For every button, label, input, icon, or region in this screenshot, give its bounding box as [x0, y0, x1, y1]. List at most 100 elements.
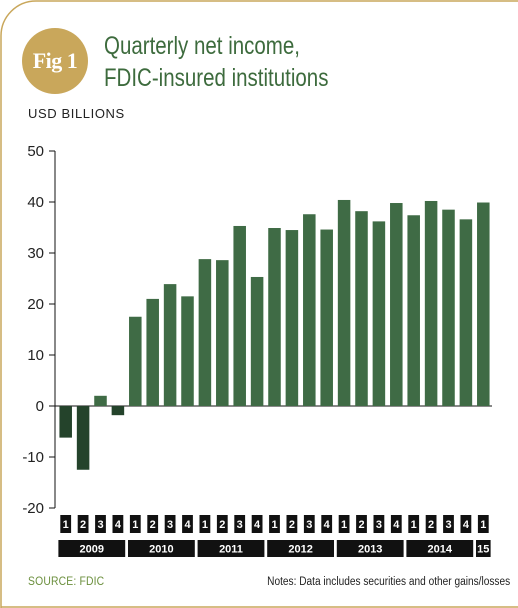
- bar: [424, 200, 438, 406]
- quarter-label-box: [95, 515, 106, 533]
- quarter-label-box: [234, 515, 246, 533]
- bar: [250, 276, 264, 406]
- quarter-label-box: [390, 515, 402, 533]
- year-label: 15: [477, 544, 489, 556]
- quarter-label-box: [164, 515, 176, 533]
- quarter-label: 4: [463, 519, 470, 531]
- quarter-label-box: [460, 515, 472, 533]
- quarter-label-box: [338, 515, 350, 533]
- bar: [129, 316, 142, 406]
- bar: [198, 259, 212, 406]
- quarter-label: 1: [202, 519, 208, 531]
- quarter-label: 2: [358, 519, 364, 531]
- quarter-label-box: [216, 515, 228, 533]
- bar: [111, 406, 125, 416]
- bar: [146, 298, 159, 406]
- quarter-label: 4: [184, 519, 191, 531]
- y-axis-unit-label: USD BILLIONS: [28, 106, 125, 121]
- quarter-label: 2: [289, 519, 295, 531]
- quarter-label: 1: [132, 519, 138, 531]
- bar: [477, 202, 490, 406]
- year-label-box: [197, 540, 265, 557]
- quarter-label-box: [182, 515, 193, 533]
- year-label: 2009: [80, 544, 104, 556]
- chart-title-line1: Quarterly net income,: [104, 32, 300, 60]
- y-tick-label: -10: [22, 449, 44, 466]
- quarter-label: 2: [150, 519, 156, 531]
- figure-number-label: Fig 1: [32, 48, 78, 73]
- quarter-label: 4: [115, 519, 122, 531]
- quarter-label-box: [77, 515, 89, 533]
- quarter-label: 4: [254, 519, 261, 531]
- quarter-label-box: [303, 515, 315, 533]
- quarter-label: 2: [428, 519, 434, 531]
- bar: [407, 215, 420, 406]
- bar: [442, 209, 455, 406]
- year-label-box: [58, 540, 126, 557]
- bar: [94, 395, 107, 406]
- bar: [320, 229, 333, 406]
- bar: [163, 284, 177, 406]
- quarter-label-box: [147, 515, 159, 533]
- year-label-box: [267, 540, 335, 557]
- y-tick-label: 40: [27, 194, 44, 211]
- bar: [355, 211, 368, 406]
- quarter-label: 1: [480, 519, 486, 531]
- y-tick-label: 0: [36, 398, 44, 415]
- quarter-label-box: [60, 515, 72, 533]
- bar: [76, 406, 90, 470]
- bar: [303, 214, 316, 406]
- quarter-label-box: [373, 515, 385, 533]
- year-label-box: [336, 540, 404, 557]
- quarter-label-box: [269, 515, 280, 533]
- quarter-label-box: [477, 515, 489, 533]
- quarter-label: 1: [63, 519, 69, 531]
- y-tick-label: 20: [27, 296, 44, 313]
- quarter-label-box: [443, 515, 454, 533]
- bar: [268, 228, 281, 406]
- chart-title: Quarterly net income, FDIC-insured insti…: [104, 30, 448, 94]
- bar: [390, 203, 403, 406]
- quarter-label: 4: [393, 519, 400, 531]
- year-label: 2013: [358, 544, 382, 556]
- y-tick-label: 30: [27, 245, 44, 262]
- bar: [459, 219, 473, 406]
- year-label: 2012: [288, 544, 312, 556]
- quarter-label-box: [129, 515, 141, 533]
- y-tick-label: -20: [22, 500, 44, 517]
- quarter-label: 3: [306, 519, 312, 531]
- bar: [372, 221, 386, 406]
- bar: [285, 230, 299, 406]
- quarter-label: 3: [167, 519, 173, 531]
- quarter-label-box: [321, 515, 333, 533]
- source-note: SOURCE: FDIC: [28, 576, 105, 588]
- y-tick-label: 10: [27, 347, 44, 364]
- year-label-box: [127, 540, 195, 557]
- quarter-label: 3: [237, 519, 243, 531]
- figure-number-badge: Fig 1: [22, 28, 88, 94]
- year-label-box: [475, 540, 491, 557]
- quarter-label: 2: [219, 519, 225, 531]
- quarter-label: 1: [341, 519, 347, 531]
- quarter-label: 2: [80, 519, 86, 531]
- quarter-label-box: [408, 515, 420, 533]
- bar: [337, 199, 351, 406]
- year-label: 2014: [428, 544, 453, 556]
- quarter-label: 3: [97, 519, 103, 531]
- y-tick-label: 50: [27, 143, 44, 160]
- bar: [181, 296, 194, 406]
- chart-title-line2: FDIC-insured institutions: [104, 64, 329, 92]
- year-label: 2011: [219, 544, 243, 556]
- quarter-label: 4: [324, 519, 331, 531]
- quarter-label-box: [286, 515, 298, 533]
- quarter-label-box: [112, 515, 124, 533]
- quarter-label-box: [199, 515, 211, 533]
- quarter-label: 1: [411, 519, 417, 531]
- year-label-box: [406, 540, 474, 557]
- year-label: 2010: [149, 544, 173, 556]
- bar: [59, 406, 72, 438]
- bar: [233, 225, 246, 406]
- bar: [216, 260, 229, 406]
